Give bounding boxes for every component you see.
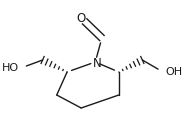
Text: HO: HO xyxy=(2,63,19,73)
Text: O: O xyxy=(77,11,86,25)
Text: OH: OH xyxy=(165,67,182,77)
Text: N: N xyxy=(93,57,102,70)
